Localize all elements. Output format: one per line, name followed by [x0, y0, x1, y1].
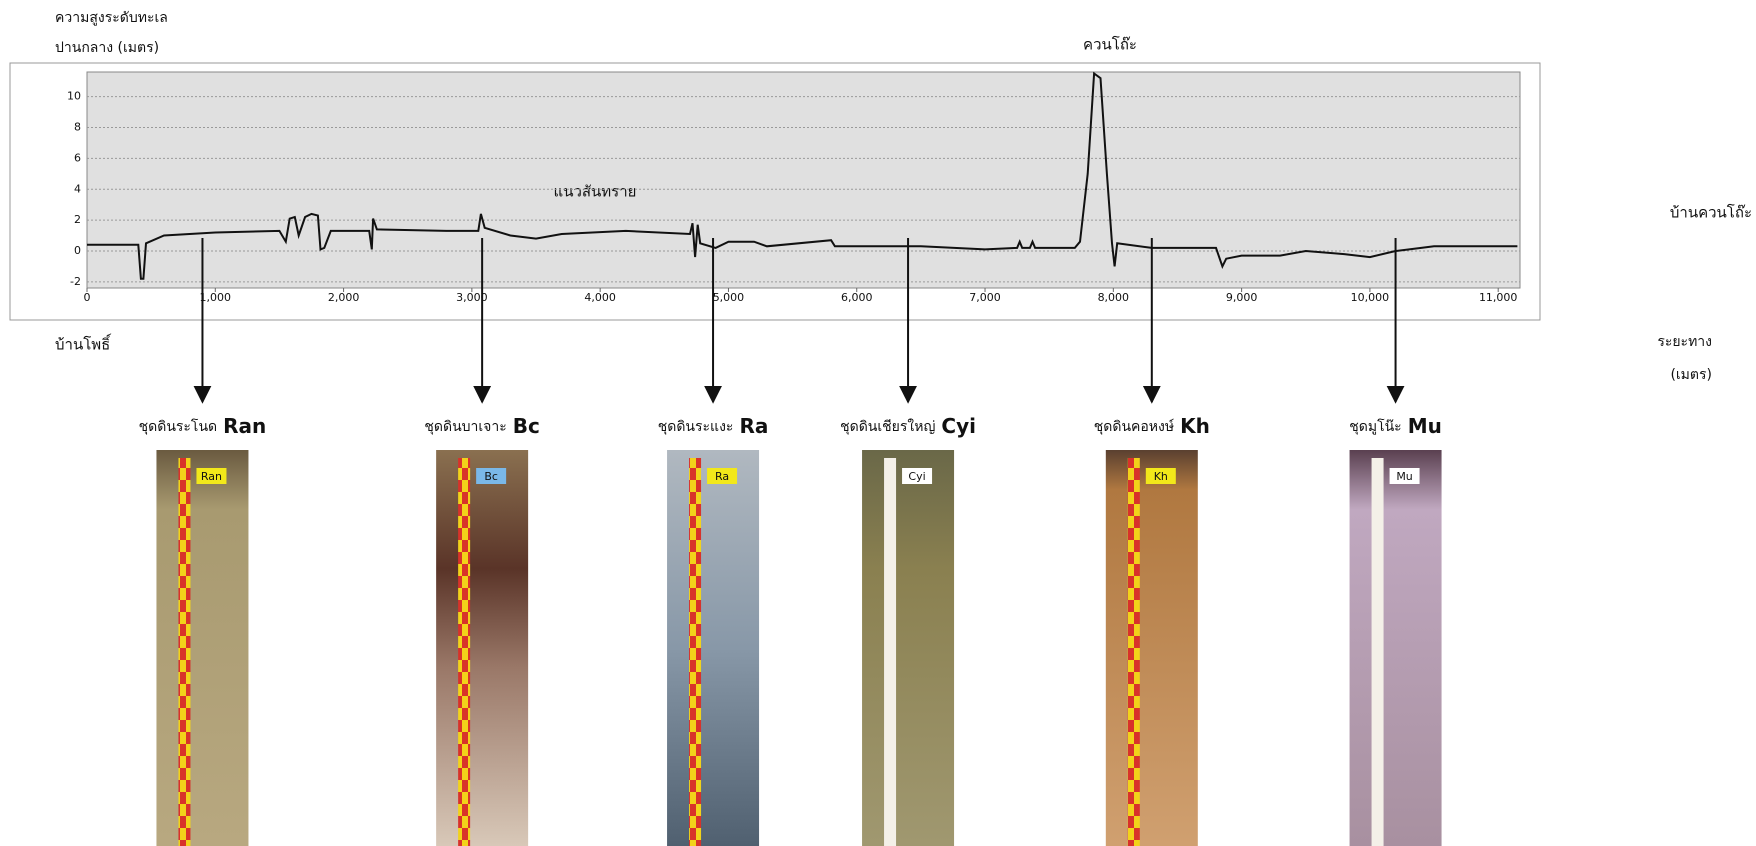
- y-title: ความสูงระดับทะเล: [55, 10, 168, 26]
- soil-ruler: [884, 458, 896, 846]
- x-tick-label: 8,000: [1098, 291, 1130, 304]
- soil-label: ชุดดินระโนด Ran: [139, 414, 267, 438]
- soil-tag: Ra: [715, 470, 729, 483]
- x-tick-label: 6,000: [841, 291, 873, 304]
- y-tick-label: -2: [70, 275, 81, 288]
- soil-name: ชุดดินเชียรใหญ่: [840, 418, 935, 435]
- annotation: แนวสันทราย: [554, 183, 637, 201]
- x-tick-label: 7,000: [969, 291, 1001, 304]
- soil-code: Mu: [1408, 414, 1442, 438]
- y-tick-label: 10: [67, 90, 81, 103]
- soil-code: Cyi: [941, 414, 976, 438]
- x-tick-label: 2,000: [328, 291, 360, 304]
- soil-code: Kh: [1180, 414, 1210, 438]
- soil-photo: [667, 450, 759, 846]
- soil-ruler: [1372, 458, 1384, 846]
- soil-photo: [862, 450, 954, 846]
- soil-ruler: [1128, 458, 1140, 846]
- annotation: บ้านควนโถ๊ะ: [1670, 204, 1752, 222]
- y-tick-label: 0: [74, 244, 81, 257]
- soil-label: ชุดดินระแงะ Ra: [658, 414, 769, 438]
- soil-code: Ra: [739, 414, 768, 438]
- soil-photo: [156, 450, 248, 846]
- plot-area: [87, 72, 1520, 288]
- soil-name: ชุดดินบาเจาะ: [424, 419, 506, 435]
- soil-name: ชุดมูโน๊ะ: [1349, 418, 1401, 435]
- soil-ruler: [178, 458, 190, 846]
- soil-label: ชุดดินเชียรใหญ่ Cyi: [840, 414, 976, 438]
- y-tick-label: 4: [74, 182, 81, 195]
- x-tick-label: 1,000: [200, 291, 232, 304]
- soil-photo: [1350, 450, 1442, 846]
- y-tick-label: 2: [74, 213, 81, 226]
- x-tick-label: 4,000: [584, 291, 616, 304]
- chart: ความสูงระดับทะเล ปานกลาง (เมตร) ระยะทาง …: [0, 0, 1756, 846]
- soil-tag: Mu: [1396, 470, 1412, 483]
- soil-name: ชุดดินระแงะ: [658, 419, 734, 435]
- soil-tag: Cyi: [908, 470, 925, 483]
- y-title: ปานกลาง (เมตร): [55, 40, 159, 56]
- x-tick-label: 11,000: [1479, 291, 1518, 304]
- x-tick-label: 9,000: [1226, 291, 1258, 304]
- soil-tag: Kh: [1154, 470, 1168, 483]
- soil-photo: [1106, 450, 1198, 846]
- soil-name: ชุดดินคอหงษ์: [1094, 418, 1175, 435]
- soil-photo: [436, 450, 528, 846]
- soil-code: Bc: [513, 414, 540, 438]
- y-tick-label: 8: [74, 121, 81, 134]
- soil-code: Ran: [223, 414, 266, 438]
- x-tick-label: 0: [84, 291, 91, 304]
- soil-label: ชุดดินคอหงษ์ Kh: [1094, 414, 1210, 438]
- x-title: ระยะทาง: [1657, 334, 1712, 350]
- y-tick-label: 6: [74, 151, 81, 164]
- annotation: บ้านโพธิ์: [55, 334, 112, 354]
- x-tick-label: 5,000: [713, 291, 745, 304]
- x-title: (เมตร): [1670, 367, 1712, 383]
- soil-ruler: [458, 458, 470, 846]
- soil-tag: Bc: [484, 470, 498, 483]
- soil-label: ชุดมูโน๊ะ Mu: [1349, 414, 1442, 438]
- x-tick-label: 10,000: [1351, 291, 1390, 304]
- soil-name: ชุดดินระโนด: [139, 418, 217, 435]
- soil-tag: Ran: [201, 470, 222, 483]
- annotation: ควนโถ๊ะ: [1083, 36, 1137, 54]
- soil-label: ชุดดินบาเจาะ Bc: [424, 414, 539, 438]
- soil-ruler: [689, 458, 701, 846]
